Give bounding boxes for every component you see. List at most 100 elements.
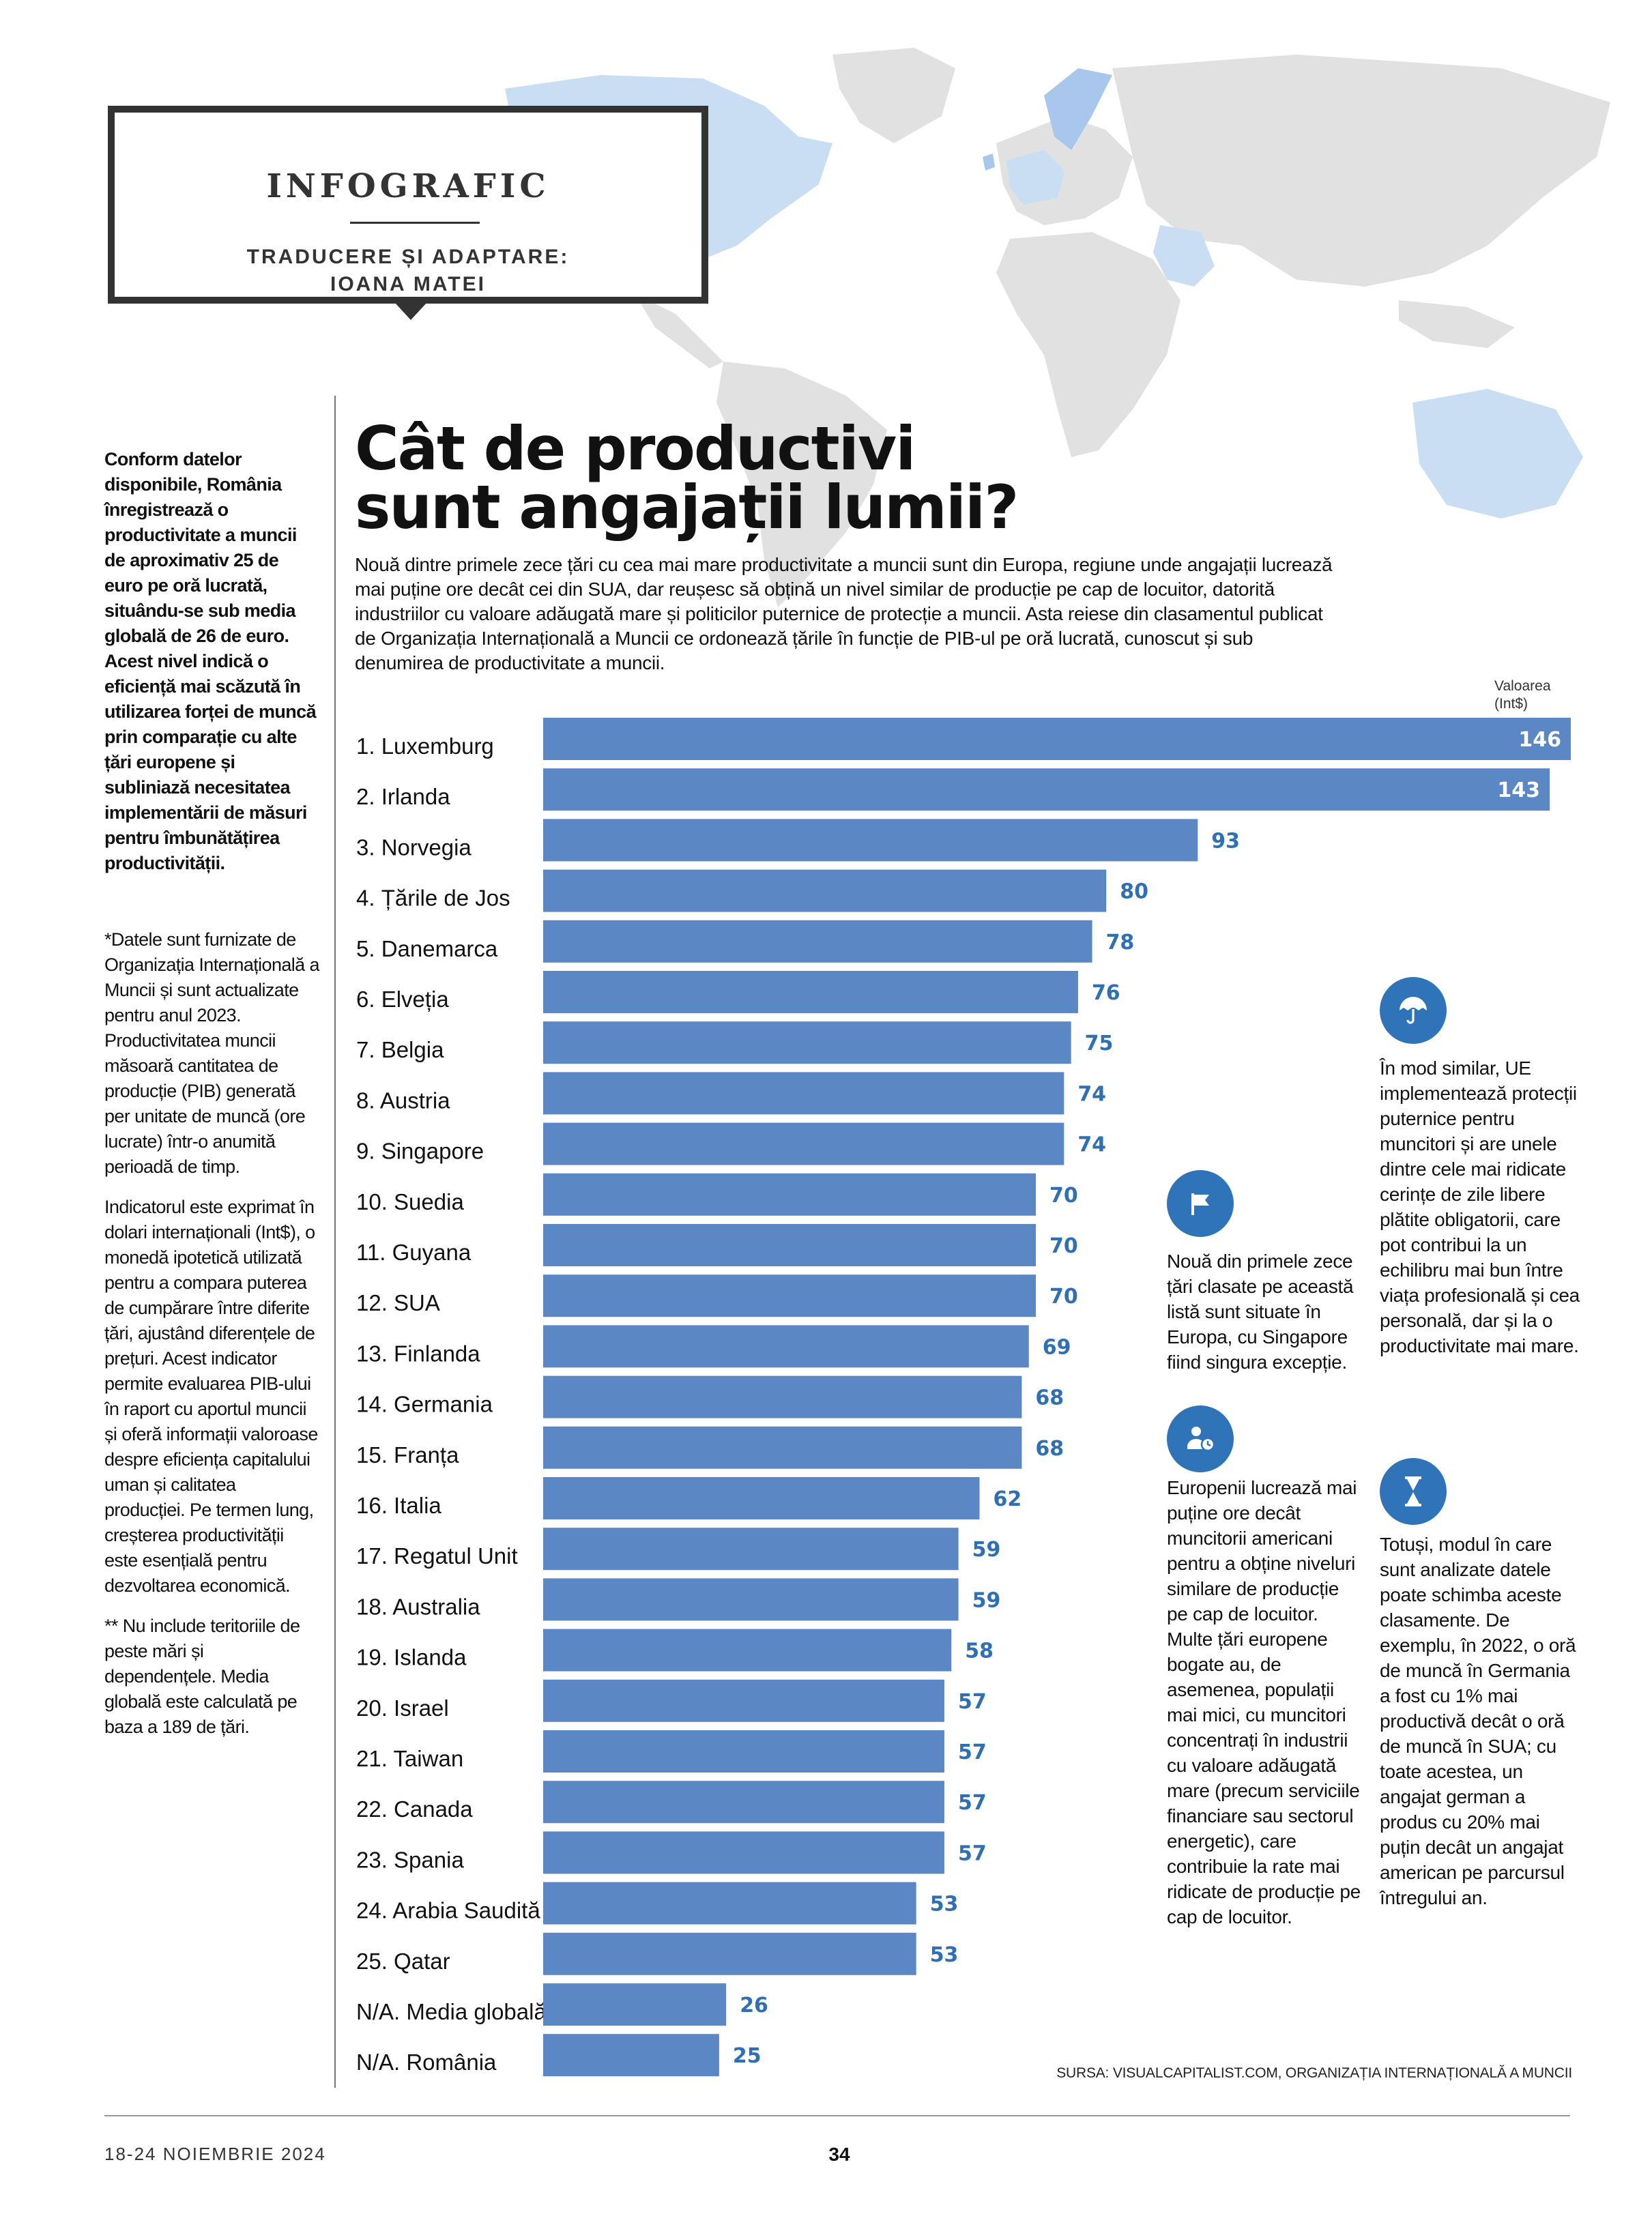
category-label: 14. Germania: [356, 1392, 493, 1417]
footnote-int-dollars: Indicatorul este exprimat în dolari inte…: [104, 1197, 318, 1596]
bar: [543, 1477, 980, 1519]
infographic-label: INFOGRAFIC: [266, 167, 550, 205]
value-label: 57: [958, 1740, 987, 1764]
map-scandinavia: [1044, 68, 1112, 150]
translation-credit-line1: TRADUCERE ȘI ADAPTARE:: [246, 246, 570, 268]
map-central-america: [635, 293, 723, 368]
map-south-america: [716, 362, 887, 607]
map-greenland: [832, 48, 955, 143]
value-label: 57: [958, 1841, 987, 1865]
category-label: 1. Luxemburg: [356, 733, 494, 759]
value-label: 57: [958, 1791, 987, 1815]
bar: [543, 1578, 959, 1621]
map-middle-east: [1153, 225, 1215, 287]
bar: [543, 1679, 944, 1722]
translation-credit: TRADUCERE ȘI ADAPTARE: IOANA MATEI: [115, 244, 701, 298]
umbrella-icon: [1380, 977, 1447, 1044]
romania-summary: Conform datelor disponibile, România înr…: [104, 449, 317, 873]
bar: [543, 1021, 1071, 1064]
category-label: 19. Islanda: [356, 1645, 467, 1670]
value-label: 68: [1035, 1437, 1064, 1461]
category-label: 2. Irlanda: [356, 784, 450, 809]
map-ireland: [983, 154, 995, 171]
bar: [543, 1831, 944, 1874]
bar: [543, 1375, 1022, 1418]
value-label: 68: [1035, 1386, 1064, 1410]
map-africa: [996, 232, 1180, 457]
value-label: 78: [1106, 931, 1135, 954]
category-label: 21. Taiwan: [356, 1746, 463, 1771]
category-label: 5. Danemarca: [356, 936, 498, 961]
bar: [543, 920, 1092, 963]
bar: [543, 1224, 1037, 1266]
intro-paragraph: Nouă dintre primele zece țări cu cea mai…: [355, 554, 1333, 673]
issue-date: 18-24 NOIEMBRIE 2024: [104, 2144, 326, 2164]
category-label: 24. Arabia Saudită: [356, 1898, 540, 1923]
bar: [543, 1325, 1029, 1368]
page-number: 34: [828, 2144, 850, 2165]
value-label: 70: [1049, 1184, 1078, 1208]
category-label: N/A. Media globală: [356, 1999, 547, 2024]
bar: [543, 1730, 944, 1773]
bar: [543, 1882, 916, 1925]
category-label: 12. SUA: [356, 1290, 440, 1315]
bar: [543, 869, 1107, 912]
map-asia: [1112, 55, 1610, 287]
category-label: 10. Suedia: [356, 1189, 464, 1214]
value-label: 74: [1077, 1133, 1106, 1157]
bar: [543, 768, 1550, 811]
bar: [543, 1983, 727, 2026]
productivity-bar-chart: 1. Luxemburg 146 2. Irlanda 143 3. Norvegia 9…: [356, 718, 1571, 2077]
bar: [543, 1173, 1037, 1216]
value-label: 58: [965, 1639, 994, 1663]
page-title-line1: Cât de productivi: [355, 413, 916, 484]
map-western-europe: [1006, 150, 1064, 205]
value-label: 59: [972, 1588, 1001, 1612]
value-label: 70: [1049, 1234, 1078, 1258]
category-label: 20. Israel: [356, 1695, 449, 1721]
value-label: 53: [930, 1893, 959, 1916]
bar: [543, 2034, 719, 2077]
value-label: 59: [972, 1538, 1001, 1562]
category-label: 16. Italia: [356, 1493, 441, 1518]
footnote-data-source: *Datele sunt furnizate de Organizația In…: [104, 929, 320, 1177]
value-label: 146: [1518, 728, 1561, 752]
bar: [543, 1932, 916, 1975]
translation-credit-line2: IOANA MATEI: [330, 273, 486, 295]
category-label: 22. Canada: [356, 1796, 473, 1822]
column-divider: [334, 396, 336, 2088]
footnote-territories: ** Nu include teritoriile de peste mări …: [104, 1616, 300, 1737]
bar: [543, 1426, 1022, 1469]
bar: [543, 1629, 952, 1672]
bar: [543, 1274, 1037, 1317]
category-label: 9. Singapore: [356, 1139, 484, 1164]
category-label: 11. Guyana: [356, 1240, 472, 1265]
map-se-asia: [1399, 300, 1515, 348]
hourglass-icon: [1380, 1458, 1447, 1525]
category-label: N/A. România: [356, 2050, 497, 2075]
category-label: 8. Austria: [356, 1088, 450, 1113]
value-label: 69: [1043, 1335, 1071, 1359]
value-label: 76: [1092, 981, 1120, 1005]
map-australia: [1412, 389, 1583, 519]
bar: [543, 718, 1571, 760]
category-label: 4. Țările de Jos: [356, 886, 510, 911]
callout-germany-comparison: Totuși, modul în care sunt analizate dat…: [1380, 1534, 1576, 1908]
category-label: 23. Spania: [356, 1847, 464, 1872]
bar: [543, 819, 1198, 862]
worker-clock-icon: [1167, 1405, 1234, 1472]
bar: [543, 1122, 1064, 1165]
bar: [543, 1072, 1064, 1115]
value-label: 93: [1211, 829, 1240, 853]
left-sidebar: Conform datelor disponibile, România înr…: [104, 447, 320, 1740]
value-label: 80: [1120, 880, 1148, 904]
value-label: 53: [930, 1943, 959, 1967]
category-label: 13. Finlanda: [356, 1341, 480, 1366]
callout-eu-protections: În mod similar, UE implementează protecț…: [1380, 1058, 1580, 1356]
page-title-line2: sunt angajații lumii?: [355, 472, 1019, 542]
category-label: 17. Regatul Unit: [356, 1543, 518, 1569]
value-column-header: Valoarea (Int$): [1494, 678, 1551, 712]
category-label: 18. Australia: [356, 1594, 480, 1619]
bar: [543, 1781, 944, 1824]
value-label: 143: [1497, 778, 1540, 802]
